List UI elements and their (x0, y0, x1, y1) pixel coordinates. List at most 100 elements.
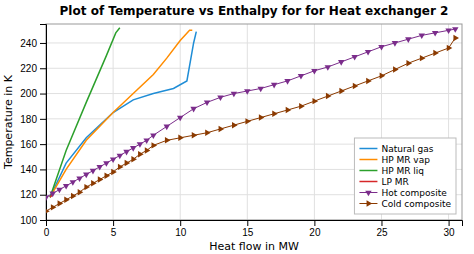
marker (63, 184, 69, 190)
legend-label: Hot composite (381, 188, 447, 198)
marker (118, 164, 124, 170)
marker (284, 79, 290, 85)
legend-swatch (359, 159, 377, 161)
y-tick-label: 240 (20, 38, 37, 49)
legend-item: LP MR (359, 177, 408, 187)
marker (46, 195, 49, 201)
marker (406, 60, 412, 66)
marker (339, 88, 345, 94)
series-line (50, 32, 196, 198)
x-tick: 15 (242, 220, 254, 238)
series-line (50, 28, 120, 197)
legend-box (354, 138, 456, 214)
marker (244, 89, 250, 95)
marker (392, 41, 398, 47)
marker (245, 118, 251, 124)
marker (177, 116, 183, 122)
y-tick-mark (40, 220, 46, 221)
marker (232, 122, 238, 128)
title: Plot of Temperature vs Enthalpy for for … (60, 4, 449, 18)
marker (56, 188, 62, 194)
series-line (50, 30, 192, 197)
x-axis-line (47, 221, 463, 227)
marker (338, 60, 344, 66)
y-tick-label: 180 (20, 114, 37, 125)
marker (205, 130, 211, 136)
y-axis-title: Temperature in K (2, 74, 15, 170)
y-tick-mark (40, 43, 46, 44)
legend-marker (365, 191, 371, 197)
marker (125, 160, 131, 166)
legend-marker (367, 200, 373, 206)
legend-swatch (359, 170, 377, 172)
marker (378, 45, 384, 51)
marker (51, 204, 57, 210)
marker (271, 83, 277, 89)
y-tick: 160 (20, 139, 46, 150)
marker (259, 114, 265, 120)
marker (272, 111, 278, 117)
marker (286, 107, 292, 113)
marker (420, 55, 426, 61)
y-tick-label: 220 (20, 63, 37, 74)
y-tick-label: 200 (20, 88, 37, 99)
y-tick-mark (40, 195, 46, 196)
series-markers (46, 35, 459, 215)
y-tick-mark (40, 169, 46, 170)
y-tick-label: 120 (20, 189, 37, 200)
legend-label: HP MR vap (381, 155, 430, 165)
marker (111, 169, 117, 175)
legend-label: Natural gas (381, 144, 433, 154)
y-tick: 220 (20, 63, 46, 74)
marker (298, 74, 304, 80)
chart: 051015202530100120140160180200220240Plot… (0, 0, 474, 254)
marker (325, 65, 331, 71)
marker (365, 50, 371, 56)
y-tick-mark (40, 68, 46, 69)
grid (46, 24, 462, 220)
x-tick-mark (180, 220, 181, 226)
x-tick-label: 15 (242, 227, 254, 238)
y-tick-mark (40, 94, 46, 95)
marker (164, 125, 170, 131)
x-tick: 25 (376, 220, 388, 238)
x-tick-mark (449, 220, 450, 226)
x-tick-mark (381, 220, 382, 226)
marker (71, 193, 77, 199)
x-tick-label: 0 (44, 227, 50, 238)
y-axis-line (40, 25, 47, 221)
marker (445, 28, 451, 34)
x-tick-mark (314, 220, 315, 226)
marker (123, 150, 129, 156)
y-tick-label: 140 (20, 164, 37, 175)
marker (405, 37, 411, 43)
x-tick-label: 10 (175, 227, 187, 238)
marker (150, 133, 156, 139)
grid-line-x (314, 24, 315, 220)
x-axis: 051015202530 (44, 220, 463, 238)
series-line (46, 29, 455, 197)
legend-swatch (359, 148, 377, 150)
x-tick-label: 20 (309, 227, 321, 238)
y-tick: 200 (20, 88, 46, 99)
y-tick-mark (40, 144, 46, 145)
marker (231, 92, 237, 98)
marker (204, 101, 210, 107)
marker (351, 55, 357, 61)
legend-label: Cold composite (381, 199, 451, 209)
marker (83, 173, 89, 179)
grid-line-x (180, 24, 181, 220)
y-tick: 120 (20, 189, 46, 200)
marker (90, 169, 96, 175)
marker (143, 138, 149, 144)
marker (217, 95, 223, 101)
marker (453, 35, 459, 41)
legend-item: HP MR vap (359, 155, 430, 165)
marker (178, 135, 184, 141)
x-tick: 30 (444, 220, 456, 238)
y-tick: 240 (20, 38, 46, 49)
legend-swatch (359, 181, 377, 183)
y-tick-label: 160 (20, 139, 37, 150)
marker (447, 45, 453, 51)
marker (299, 103, 305, 109)
